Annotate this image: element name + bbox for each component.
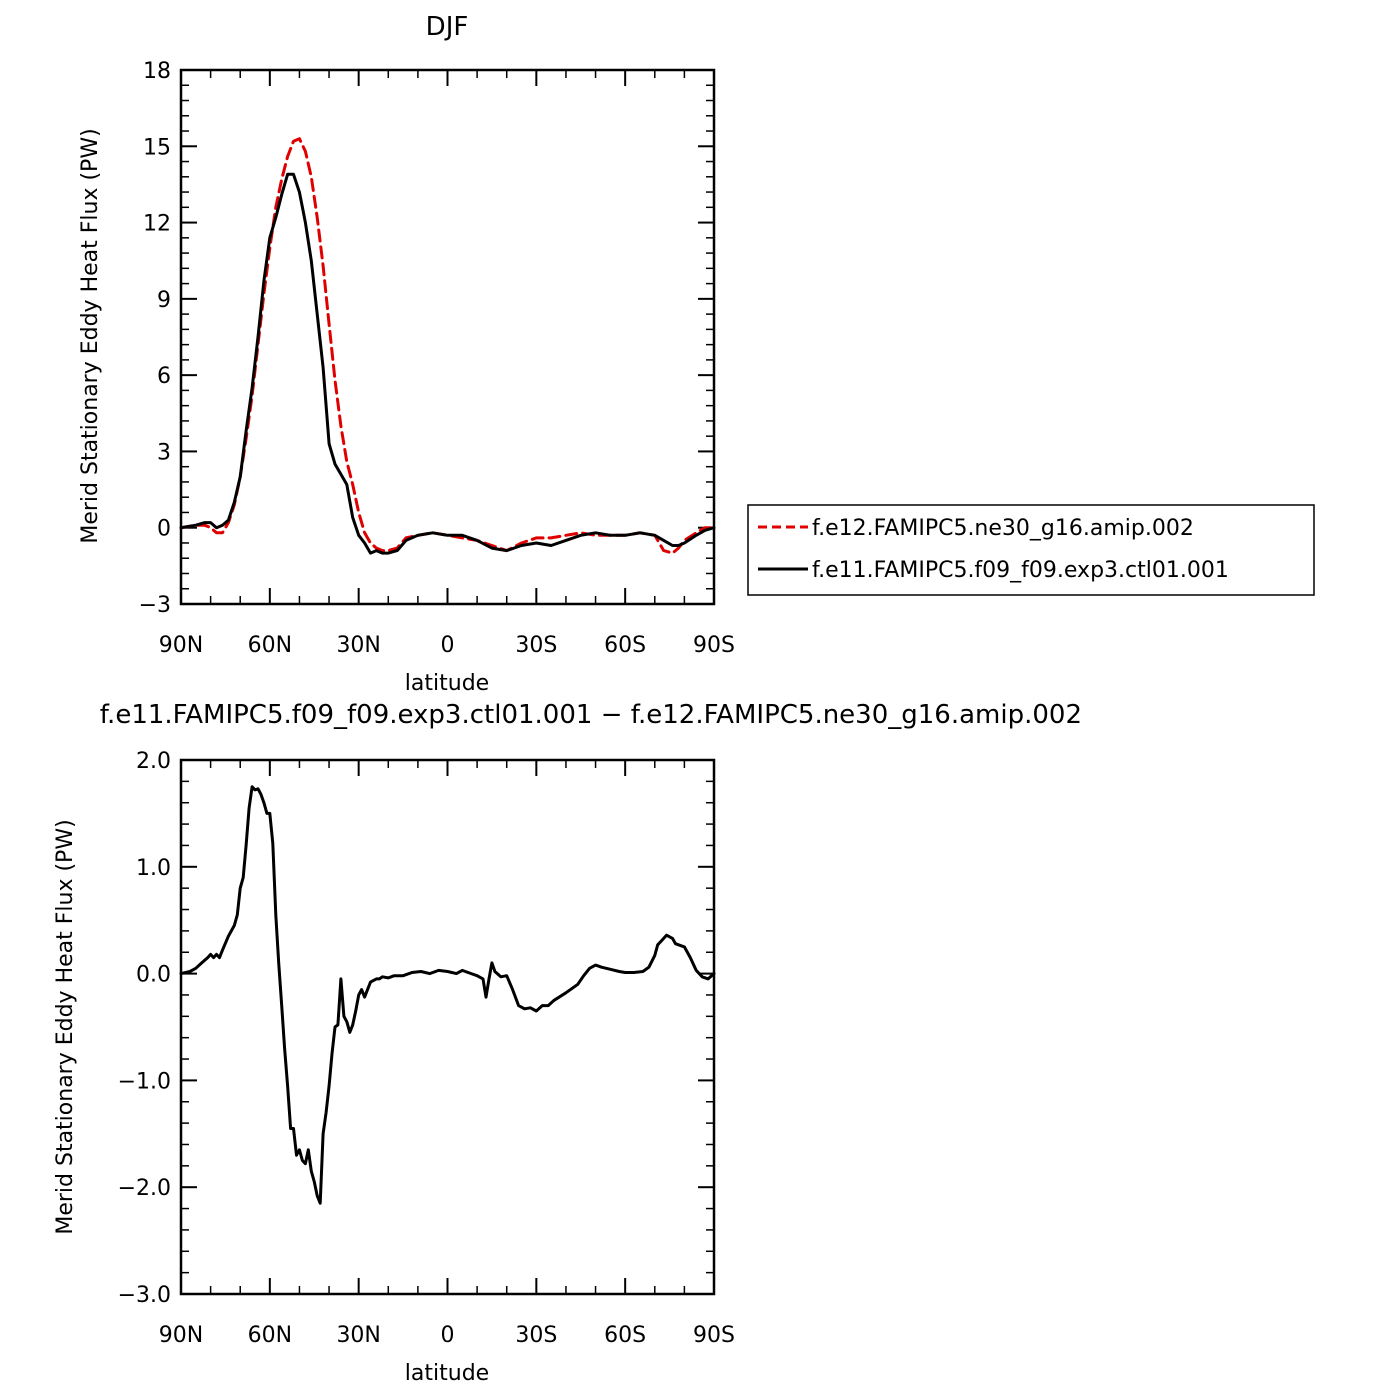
x-tick-label: 90N bbox=[159, 633, 203, 658]
top-x-axis-label: latitude bbox=[405, 671, 489, 696]
top-axis-ticks bbox=[180, 69, 715, 605]
legend-box bbox=[747, 504, 1315, 596]
y-tick-label: 2.0 bbox=[136, 749, 171, 774]
y-tick-label: 18 bbox=[143, 59, 171, 84]
bottom-x-tick-labels: 90N 60N 30N 0 30S 60S 90S bbox=[159, 1323, 735, 1348]
top-series-lines bbox=[179, 137, 716, 555]
bottom-y-axis-label: Merid Stationary Eddy Heat Flux (PW) bbox=[53, 819, 78, 1234]
x-tick-label: 90S bbox=[693, 633, 735, 658]
legend: f.e12.FAMIPC5.ne30_g16.amip.002 f.e11.FA… bbox=[747, 504, 1315, 596]
x-tick-label: 60S bbox=[604, 633, 646, 658]
bottom-y-tick-labels: −3.0 −2.0 −1.0 0.0 1.0 2.0 bbox=[118, 749, 171, 1308]
y-tick-label: −3.0 bbox=[118, 1283, 171, 1308]
x-tick-label: 0 bbox=[441, 1323, 455, 1348]
bottom-axis-ticks bbox=[180, 759, 715, 1295]
x-tick-label: 90N bbox=[159, 1323, 203, 1348]
x-tick-label: 90S bbox=[693, 1323, 735, 1348]
bottom-line-chart: f.e11.FAMIPC5.f09_f09.exp3.ctl01.001 − f… bbox=[53, 700, 1082, 1386]
x-tick-label: 0 bbox=[441, 633, 455, 658]
y-tick-label: −1.0 bbox=[118, 1069, 171, 1094]
y-tick-label: 15 bbox=[143, 135, 171, 160]
top-plot-frame bbox=[179, 68, 716, 606]
x-tick-label: 30S bbox=[515, 1323, 557, 1348]
y-tick-label: 9 bbox=[157, 288, 171, 313]
y-tick-label: 0.0 bbox=[136, 963, 171, 988]
y-tick-label: 0 bbox=[157, 517, 171, 542]
x-tick-label: 30S bbox=[515, 633, 557, 658]
bottom-plot-frame bbox=[179, 758, 716, 1296]
y-tick-label: −2.0 bbox=[118, 1176, 171, 1201]
bottom-series-lines bbox=[179, 785, 716, 1205]
y-tick-label: −3 bbox=[139, 593, 171, 618]
top-y-tick-labels: −3 0 3 6 9 12 15 18 bbox=[139, 59, 171, 618]
series-line-2 bbox=[179, 172, 716, 555]
series-line-1 bbox=[179, 785, 716, 1205]
legend-label-1: f.e12.FAMIPC5.ne30_g16.amip.002 bbox=[812, 516, 1194, 541]
y-tick-label: 12 bbox=[143, 212, 171, 237]
top-x-tick-labels: 90N 60N 30N 0 30S 60S 90S bbox=[159, 633, 735, 658]
legend-label-2: f.e11.FAMIPC5.f09_f09.exp3.ctl01.001 bbox=[812, 558, 1229, 583]
x-tick-label: 60N bbox=[248, 1323, 292, 1348]
top-y-axis-label: Merid Stationary Eddy Heat Flux (PW) bbox=[78, 128, 103, 543]
y-tick-label: 1.0 bbox=[136, 856, 171, 881]
bottom-x-axis-label: latitude bbox=[405, 1361, 489, 1386]
y-tick-label: 3 bbox=[157, 440, 171, 465]
top-chart-title: DJF bbox=[426, 12, 469, 42]
x-tick-label: 30N bbox=[336, 1323, 380, 1348]
top-line-chart: DJF −3 0 3 6 9 12 15 18 90N 60N 30N 0 30S 60S 90S lat… bbox=[78, 12, 735, 696]
y-tick-label: 6 bbox=[157, 364, 171, 389]
bottom-chart-title: f.e11.FAMIPC5.f09_f09.exp3.ctl01.001 − f… bbox=[100, 700, 1082, 730]
x-tick-label: 30N bbox=[336, 633, 380, 658]
x-tick-label: 60N bbox=[248, 633, 292, 658]
x-tick-label: 60S bbox=[604, 1323, 646, 1348]
series-line-1 bbox=[179, 137, 716, 555]
